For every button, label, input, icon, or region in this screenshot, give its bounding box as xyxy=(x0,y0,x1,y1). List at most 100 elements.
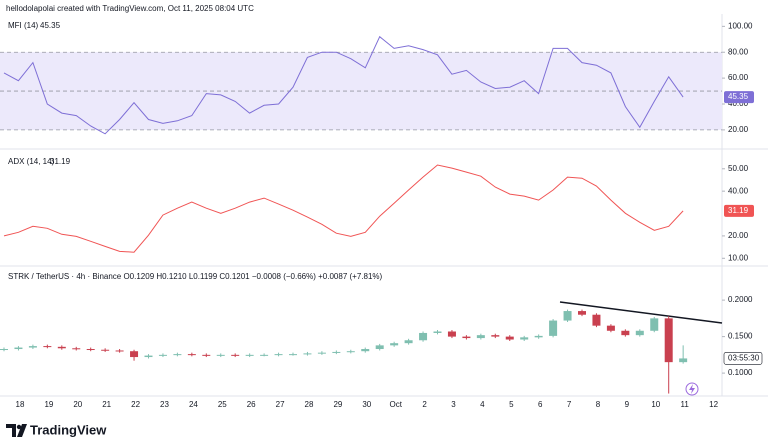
candle-body xyxy=(505,336,514,340)
candle-body xyxy=(621,330,630,336)
candle-body xyxy=(187,354,196,356)
candle-body xyxy=(317,352,326,354)
last-value-box xyxy=(724,91,754,104)
candle-body xyxy=(101,349,110,351)
x-tick-label: 28 xyxy=(305,400,314,409)
candle-body xyxy=(72,348,81,350)
candle-body xyxy=(0,349,8,351)
candle-body xyxy=(375,345,384,350)
brand-logo xyxy=(6,424,27,437)
x-tick-label: 22 xyxy=(131,400,140,409)
x-tick-label: 9 xyxy=(625,400,630,409)
candle-body xyxy=(289,354,297,356)
x-tick-label: 21 xyxy=(102,400,111,409)
x-tick-label: 6 xyxy=(538,400,543,409)
candle-body xyxy=(520,337,529,340)
candle-body xyxy=(390,343,399,346)
y-tick-label: 40.00 xyxy=(728,99,749,108)
indicator-line xyxy=(3,164,684,253)
y-tick-label: 100.00 xyxy=(728,21,753,30)
last-value-box xyxy=(724,204,754,217)
candle-body xyxy=(115,350,124,352)
x-tick-label: Oct xyxy=(389,400,402,409)
legend-title: MFI (14) xyxy=(8,21,39,30)
y-tick-label: 0.2000 xyxy=(728,295,753,304)
candle-body xyxy=(534,335,543,338)
candle-body xyxy=(549,320,558,336)
x-tick-label: 20 xyxy=(73,400,82,409)
countdown-label: 03:55:30 xyxy=(728,354,760,363)
candle-body xyxy=(578,311,586,315)
last-value-label: 45.35 xyxy=(728,92,749,101)
candle-body xyxy=(245,354,254,356)
candle-body xyxy=(447,331,456,337)
y-tick-label: 0.1000 xyxy=(728,368,753,377)
candle-body xyxy=(332,351,341,353)
legend-title: STRK / TetherUS · 4h · Binance O0.1209 H… xyxy=(8,272,383,281)
x-tick-label: 3 xyxy=(451,400,456,409)
x-tick-label: 11 xyxy=(681,400,690,409)
candle-body xyxy=(346,351,355,353)
y-tick-label: 20.00 xyxy=(728,231,749,240)
candle-body xyxy=(679,358,688,363)
header-text: hellodolapolai created with TradingView.… xyxy=(6,4,254,13)
x-tick-label: 29 xyxy=(333,400,342,409)
x-tick-label: 2 xyxy=(422,400,427,409)
candle-body xyxy=(57,346,66,349)
candle-body xyxy=(130,351,139,358)
x-tick-label: 25 xyxy=(218,400,227,409)
candle-body xyxy=(260,354,269,356)
y-tick-label: 80.00 xyxy=(728,47,749,56)
trend-line xyxy=(559,301,723,324)
x-tick-label: 26 xyxy=(247,400,256,409)
candle-body xyxy=(14,347,23,350)
legend-title: ADX (14, 14) xyxy=(8,157,55,166)
candle-body xyxy=(491,335,500,337)
candle-body xyxy=(635,330,644,336)
y-tick-label: 60.00 xyxy=(728,73,749,82)
candle-body xyxy=(650,318,659,331)
y-tick-label: 20.00 xyxy=(728,125,749,134)
legend-value: 31.19 xyxy=(50,157,71,166)
x-tick-label: 5 xyxy=(509,400,514,409)
y-tick-label: 10.00 xyxy=(728,253,749,262)
candle-body xyxy=(419,332,428,341)
y-tick-label: 0.1500 xyxy=(728,332,753,341)
y-tick-label: 50.00 xyxy=(728,164,749,173)
candle-body xyxy=(606,325,615,331)
candle-body xyxy=(563,311,572,321)
candle-body xyxy=(28,346,37,348)
x-tick-label: 19 xyxy=(44,400,53,409)
brand-name: TradingView xyxy=(30,422,107,437)
countdown-box xyxy=(723,352,763,365)
candle-body xyxy=(144,355,153,358)
candle-body xyxy=(274,354,283,356)
x-tick-label: 10 xyxy=(651,400,660,409)
candle-body xyxy=(592,314,601,326)
candle-body xyxy=(664,318,673,363)
y-tick-label: 40.00 xyxy=(728,186,749,195)
last-value-label: 31.19 xyxy=(728,206,749,215)
x-tick-label: 8 xyxy=(596,400,601,409)
candle-body xyxy=(433,331,442,333)
candle-body xyxy=(476,335,485,339)
candle-body xyxy=(361,349,370,352)
candle-body xyxy=(86,349,95,351)
candle-body xyxy=(303,353,312,355)
x-tick-label: 30 xyxy=(362,400,371,409)
candle-body xyxy=(43,346,52,348)
x-tick-label: 7 xyxy=(567,400,572,409)
legend-value: 45.35 xyxy=(40,21,61,30)
x-tick-label: 18 xyxy=(16,400,25,409)
x-tick-label: 24 xyxy=(189,400,198,409)
candle-body xyxy=(158,354,167,356)
x-tick-label: 12 xyxy=(709,400,718,409)
alert-bolt xyxy=(689,384,695,394)
candle-body xyxy=(216,354,225,356)
candle-body xyxy=(231,354,240,356)
candle-body xyxy=(462,336,471,339)
x-tick-label: 4 xyxy=(480,400,485,409)
x-tick-label: 23 xyxy=(160,400,169,409)
x-tick-label: 27 xyxy=(276,400,285,409)
